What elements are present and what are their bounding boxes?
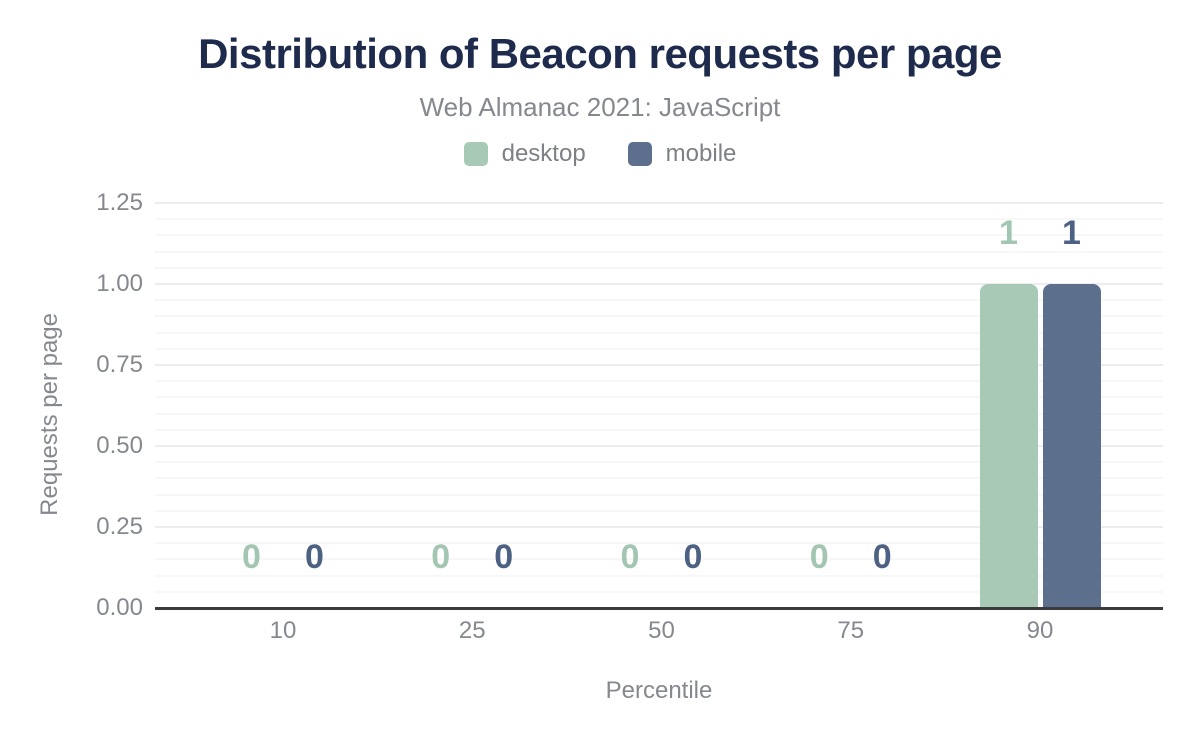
legend-label-desktop: desktop bbox=[501, 140, 586, 167]
gridline-minor bbox=[155, 477, 1163, 480]
gridline-minor bbox=[155, 412, 1163, 415]
y-tick-label: 1.00 bbox=[96, 270, 143, 297]
gridline-minor bbox=[155, 347, 1163, 350]
gridline-minor bbox=[155, 590, 1163, 593]
x-tick-label: 50 bbox=[648, 617, 675, 644]
y-tick-label: 1.25 bbox=[96, 189, 143, 216]
bar-value-label-mobile-75: 0 bbox=[872, 538, 892, 576]
y-axis-title: Requests per page bbox=[36, 313, 63, 516]
gridline-minor bbox=[155, 250, 1163, 253]
gridline-minor bbox=[155, 218, 1163, 221]
bar-value-label-desktop-25: 0 bbox=[431, 538, 451, 576]
bar-value-label-desktop-75: 0 bbox=[809, 538, 829, 576]
gridline-minor bbox=[155, 428, 1163, 431]
y-tick-label: 0.50 bbox=[96, 432, 143, 459]
y-tick-label: 0.75 bbox=[96, 351, 143, 378]
gridline-minor bbox=[155, 509, 1163, 512]
legend: desktop mobile bbox=[0, 140, 1200, 168]
gridline-major bbox=[155, 202, 1163, 204]
legend-item-desktop[interactable]: desktop bbox=[463, 140, 586, 168]
gridline-minor bbox=[155, 461, 1163, 464]
chart-subtitle: Web Almanac 2021: JavaScript bbox=[419, 92, 781, 122]
gridline-major bbox=[155, 526, 1163, 528]
gridline-minor bbox=[155, 380, 1163, 383]
bar-value-label-mobile-25: 0 bbox=[494, 538, 514, 576]
y-tick-label: 0.00 bbox=[96, 594, 143, 621]
bar-mobile-90[interactable] bbox=[1042, 284, 1101, 608]
legend-label-mobile: mobile bbox=[665, 140, 737, 167]
gridline-minor bbox=[155, 493, 1163, 496]
gridline-minor bbox=[155, 542, 1163, 545]
bar-value-label-mobile-90: 1 bbox=[1062, 214, 1081, 252]
legend-swatch-mobile bbox=[627, 142, 652, 166]
gridline-minor bbox=[155, 396, 1163, 399]
gridline-major bbox=[155, 283, 1163, 285]
x-tick-label: 75 bbox=[837, 617, 865, 644]
gridline-minor bbox=[155, 234, 1163, 237]
x-tick-label: 10 bbox=[269, 617, 297, 644]
bar-desktop-90[interactable] bbox=[979, 284, 1038, 608]
bar-value-label-desktop-90: 1 bbox=[999, 214, 1018, 252]
gridline-major bbox=[155, 364, 1163, 366]
gridline-minor bbox=[155, 266, 1163, 269]
bar-value-label-desktop-10: 0 bbox=[242, 538, 261, 576]
gridline-minor bbox=[155, 574, 1163, 577]
gridline-major bbox=[155, 445, 1163, 447]
legend-item-mobile[interactable]: mobile bbox=[627, 140, 737, 168]
y-tick-label: 0.25 bbox=[96, 513, 143, 540]
gridline-minor bbox=[155, 331, 1163, 334]
chart-title: Distribution of Beacon requests per page bbox=[198, 30, 1002, 77]
legend-swatch-desktop bbox=[463, 142, 488, 166]
gridline-minor bbox=[155, 315, 1163, 318]
x-tick-label: 25 bbox=[458, 617, 486, 644]
x-axis-title: Percentile bbox=[605, 677, 713, 704]
gridline-minor bbox=[155, 299, 1163, 302]
bar-value-label-desktop-50: 0 bbox=[620, 538, 640, 576]
x-axis-line bbox=[155, 607, 1163, 610]
x-tick-label: 90 bbox=[1026, 617, 1054, 644]
bar-value-label-mobile-50: 0 bbox=[683, 538, 703, 576]
gridline-minor bbox=[155, 558, 1163, 561]
bar-value-label-mobile-10: 0 bbox=[305, 538, 324, 576]
